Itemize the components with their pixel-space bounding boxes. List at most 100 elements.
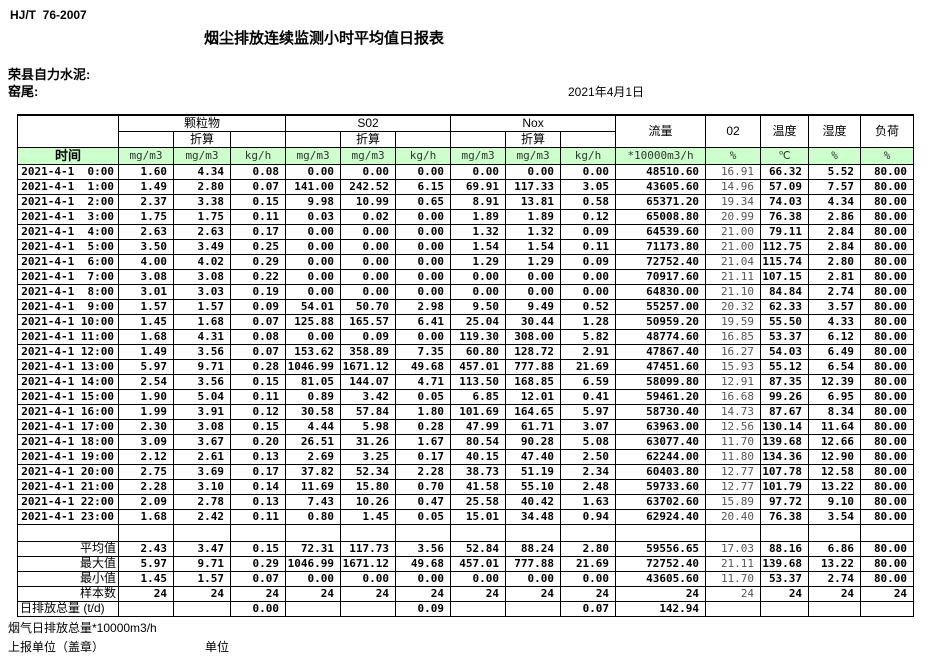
table-cell: 80.00 bbox=[860, 418, 915, 435]
table-cell: 6.12 bbox=[808, 328, 862, 345]
table-cell: 47.40 bbox=[505, 448, 562, 465]
table-cell: 43605.60 bbox=[615, 178, 707, 195]
table-cell: 1.32 bbox=[505, 223, 562, 240]
table-cell: 1046.99 bbox=[285, 555, 342, 572]
table-cell: 107.15 bbox=[760, 268, 810, 285]
table-cell: 0.00 bbox=[395, 328, 452, 345]
table-cell: 15.80 bbox=[340, 478, 397, 495]
table-cell: 2.78 bbox=[173, 493, 231, 510]
unit-cell: mg/m3 bbox=[118, 146, 174, 165]
table-cell: 7.43 bbox=[285, 493, 342, 510]
table-cell: 25.58 bbox=[450, 493, 507, 510]
unit-cell: kg/h bbox=[395, 146, 452, 165]
spacer-cell bbox=[17, 523, 119, 542]
time-cell: 2021-4-1 1:00 bbox=[17, 178, 119, 195]
table-cell: 80.00 bbox=[860, 373, 915, 390]
table-cell: 5.52 bbox=[808, 163, 862, 180]
table-cell: 59733.60 bbox=[615, 478, 707, 495]
table-cell: 15.93 bbox=[705, 358, 762, 375]
table-cell: 0.29 bbox=[229, 253, 287, 270]
table-cell: 24 bbox=[505, 585, 562, 602]
time-cell: 2021-4-1 14:00 bbox=[17, 373, 119, 390]
table-cell: 26.51 bbox=[285, 433, 342, 450]
table-cell: 0.07 bbox=[229, 570, 287, 587]
table-cell: 1.45 bbox=[340, 508, 397, 525]
unit-cell: *10000m3/h bbox=[615, 146, 707, 165]
table-cell: 3.69 bbox=[173, 463, 231, 480]
table-cell: 115.74 bbox=[760, 253, 810, 270]
table-cell: 0.00 bbox=[285, 328, 342, 345]
table-cell: 50959.20 bbox=[615, 313, 707, 330]
table-cell: 5.98 bbox=[340, 418, 397, 435]
table-cell: 88.24 bbox=[505, 540, 562, 557]
table-cell: 0.00 bbox=[395, 570, 452, 587]
table-cell: 21.11 bbox=[705, 268, 762, 285]
table-cell: 5.97 bbox=[118, 555, 174, 572]
table-cell: 0.14 bbox=[229, 478, 287, 495]
table-cell: 71173.80 bbox=[615, 238, 707, 255]
table-cell: 16.91 bbox=[705, 163, 762, 180]
time-cell: 2021-4-1 13:00 bbox=[17, 358, 119, 375]
table-row: 2021-4-1 16:00 1.99 3.91 0.12 30.58 57.84 1.80… bbox=[17, 403, 915, 420]
table-cell: 3.42 bbox=[340, 388, 397, 405]
table-cell: 0.00 bbox=[560, 163, 617, 180]
table-cell: 5.08 bbox=[560, 433, 617, 450]
table-cell: 2.28 bbox=[395, 463, 452, 480]
table-cell: 21.00 bbox=[705, 223, 762, 240]
table-cell: 80.00 bbox=[860, 208, 915, 225]
table-cell: 11.70 bbox=[705, 433, 762, 450]
table-row: 平均值 2.43 3.47 0.15 72.31 117.73 3.56 52.84 88.24… bbox=[17, 540, 915, 557]
table-cell: 0.00 bbox=[395, 223, 452, 240]
table-cell: 0.15 bbox=[229, 540, 287, 557]
table-cell: 3.67 bbox=[173, 433, 231, 450]
table-cell: 41.58 bbox=[450, 478, 507, 495]
table-cell: 0.00 bbox=[560, 283, 617, 300]
table-cell: 80.00 bbox=[860, 313, 915, 330]
table-cell: 87.35 bbox=[760, 373, 810, 390]
table-cell: 0.13 bbox=[229, 448, 287, 465]
table-cell: 76.38 bbox=[760, 508, 810, 525]
spacer-cell bbox=[118, 523, 174, 542]
table-cell: 0.11 bbox=[229, 388, 287, 405]
table-cell: 0.28 bbox=[395, 418, 452, 435]
table-cell: 0.00 bbox=[340, 163, 397, 180]
table-cell: 0.47 bbox=[395, 493, 452, 510]
table-cell: 777.88 bbox=[505, 358, 562, 375]
table-cell: 65008.80 bbox=[615, 208, 707, 225]
blank-corner-cell bbox=[17, 114, 119, 148]
table-cell bbox=[450, 600, 507, 617]
table-cell: 64830.00 bbox=[615, 283, 707, 300]
table-cell: 0.29 bbox=[229, 555, 287, 572]
table-cell: 24 bbox=[615, 585, 707, 602]
table-cell: 2.63 bbox=[173, 223, 231, 240]
table-cell: 40.15 bbox=[450, 448, 507, 465]
table-cell: 61.71 bbox=[505, 418, 562, 435]
unit-cell: ℃ bbox=[760, 146, 810, 165]
table-cell: 6.86 bbox=[808, 540, 862, 557]
table-cell: 2.74 bbox=[808, 283, 862, 300]
table-cell: 34.48 bbox=[505, 508, 562, 525]
table-cell: 2.74 bbox=[808, 570, 862, 587]
table-cell: 1.63 bbox=[560, 493, 617, 510]
table-cell: 0.17 bbox=[229, 223, 287, 240]
table-row: 2021-4-1 17:00 2.30 3.08 0.15 4.44 5.98 0.28 47… bbox=[17, 418, 915, 435]
unit-cell: % bbox=[808, 146, 862, 165]
table-cell: 80.00 bbox=[860, 493, 915, 510]
table-cell: 2.91 bbox=[560, 343, 617, 360]
table-cell: 19.59 bbox=[705, 313, 762, 330]
table-cell: 3.47 bbox=[173, 540, 231, 557]
reporting-unit-label: 上报单位（盖章） bbox=[8, 640, 105, 654]
table-cell: 0.19 bbox=[229, 283, 287, 300]
table-cell: 0.08 bbox=[229, 163, 287, 180]
blank-cell bbox=[395, 130, 452, 148]
table-cell: 0.80 bbox=[285, 508, 342, 525]
table-cell: 1.49 bbox=[118, 343, 174, 360]
table-cell: 125.88 bbox=[285, 313, 342, 330]
summary-label: 平均值 bbox=[17, 540, 119, 557]
table-cell: 0.00 bbox=[285, 238, 342, 255]
table-cell: 7.35 bbox=[395, 343, 452, 360]
table-cell: 1.60 bbox=[118, 163, 174, 180]
table-cell: 16.68 bbox=[705, 388, 762, 405]
table-cell: 3.38 bbox=[173, 193, 231, 210]
time-cell: 2021-4-1 15:00 bbox=[17, 388, 119, 405]
